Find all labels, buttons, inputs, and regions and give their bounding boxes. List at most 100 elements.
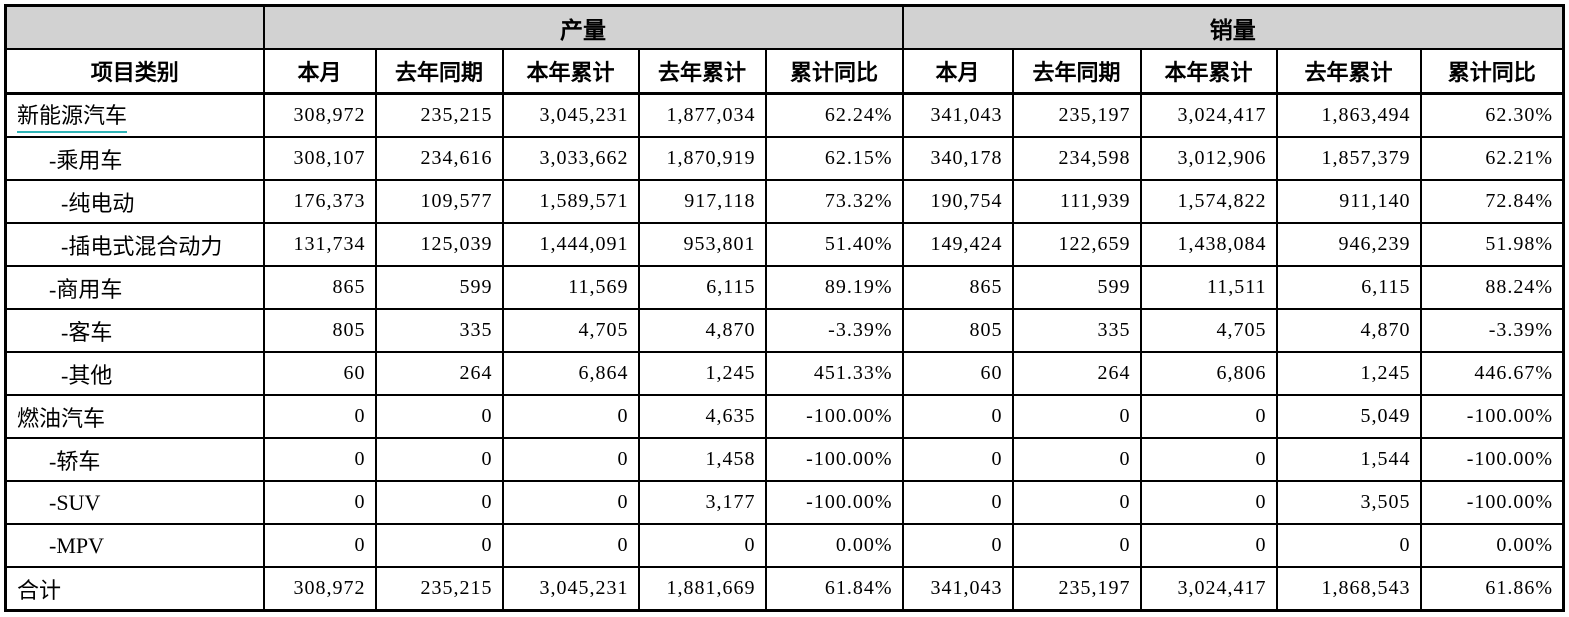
production-value-cell: 176,373 [262,179,377,224]
production-value-cell: 0.00% [764,523,904,568]
sales-value-cell: 911,140 [1275,179,1422,224]
table-body: 新能源汽车 308,972 235,215 3,045,231 1,877,034 62.… [4,92,1565,612]
sales-value-cell: 190,754 [901,179,1014,224]
table-row: -轿车 0 0 0 1,458 -100.00% 0 0 0 1,544 -100.00% [4,437,1565,482]
row-label-cell: 燃油汽车 [4,394,265,439]
production-value-cell: -100.00% [764,394,904,439]
sales-value-cell: 0 [1011,437,1142,482]
production-value-cell: 1,877,034 [637,92,767,138]
production-value-cell: 235,215 [374,566,504,612]
sales-value-cell: 0 [1011,394,1142,439]
sales-value-cell: 61.86% [1419,566,1565,612]
row-label-cell: -插电式混合动力 [4,222,265,267]
sales-value-cell: 335 [1011,308,1142,353]
sales-value-cell: 446.67% [1419,351,1565,396]
sales-value-cell: 0 [901,480,1014,525]
column-header-sales-ytd: 本年累计 [1139,48,1278,95]
sales-value-cell: 0 [901,437,1014,482]
production-value-cell: 1,881,669 [637,566,767,612]
production-value-cell: -100.00% [764,437,904,482]
column-header-prod-ytd: 本年累计 [501,48,640,95]
production-value-cell: 1,589,571 [501,179,640,224]
sales-value-cell: 60 [901,351,1014,396]
sales-value-cell: 0 [1011,523,1142,568]
sales-value-cell: 865 [901,265,1014,310]
row-label-cell: 新能源汽车 [4,92,265,138]
sales-value-cell: 0 [1275,523,1422,568]
row-label-cell: -SUV [4,480,265,525]
sales-value-cell: 3,505 [1275,480,1422,525]
row-label: -轿车 [49,448,101,474]
production-value-cell: 3,045,231 [501,566,640,612]
table-row: -SUV 0 0 0 3,177 -100.00% 0 0 0 3,505 -100.00% [4,480,1565,525]
sales-value-cell: 51.98% [1419,222,1565,267]
sales-value-cell: 341,043 [901,566,1014,612]
sales-value-cell: 1,863,494 [1275,92,1422,138]
production-value-cell: 308,107 [262,136,377,181]
row-label: -插电式混合动力 [61,233,223,259]
sales-value-cell: 805 [901,308,1014,353]
sales-value-cell: 88.24% [1419,265,1565,310]
column-header-prod-yoy: 累计同比 [764,48,904,95]
sales-value-cell: -100.00% [1419,480,1565,525]
production-value-cell: 3,177 [637,480,767,525]
production-value-cell: 51.40% [764,222,904,267]
group-header-sales: 销量 [901,4,1565,50]
sales-value-cell: 149,424 [901,222,1014,267]
sales-value-cell: 3,012,906 [1139,136,1278,181]
column-header-prod-last-year-period: 去年同期 [374,48,504,95]
production-value-cell: 0 [262,394,377,439]
sales-value-cell: 340,178 [901,136,1014,181]
production-value-cell: 4,870 [637,308,767,353]
row-label: -SUV [49,489,101,515]
sales-value-cell: 3,024,417 [1139,92,1278,138]
production-value-cell: 125,039 [374,222,504,267]
group-header-row: 产量 销量 [4,4,1565,50]
sales-value-cell: 62.30% [1419,92,1565,138]
production-value-cell: 865 [262,265,377,310]
column-header-sales-last-year-period: 去年同期 [1011,48,1142,95]
production-value-cell: 73.32% [764,179,904,224]
sales-value-cell: 111,939 [1011,179,1142,224]
production-value-cell: 1,870,919 [637,136,767,181]
sales-value-cell: 72.84% [1419,179,1565,224]
sales-value-cell: 0 [1139,523,1278,568]
production-value-cell: 953,801 [637,222,767,267]
column-header-sales-yoy: 累计同比 [1419,48,1565,95]
production-value-cell: 335 [374,308,504,353]
column-header-prod-last-year-cum: 去年累计 [637,48,767,95]
production-value-cell: 4,635 [637,394,767,439]
table-row: -乘用车 308,107 234,616 3,033,662 1,870,919 62.1… [4,136,1565,181]
production-value-cell: 6,115 [637,265,767,310]
table-row: -客车 805 335 4,705 4,870 -3.39% 805 335 4,705 4,87… [4,308,1565,353]
column-header-row: 项目类别 本月 去年同期 本年累计 去年累计 累计同比 本月 去年同期 本年累计… [4,48,1565,95]
nev-category-link[interactable]: 新能源汽车 [17,98,128,133]
production-value-cell: 0 [637,523,767,568]
production-value-cell: 6,864 [501,351,640,396]
production-value-cell: 0 [501,480,640,525]
production-value-cell: 0 [374,523,504,568]
production-value-cell: 0 [374,394,504,439]
production-value-cell: 109,577 [374,179,504,224]
row-label: -乘用车 [49,147,123,173]
production-value-cell: 61.84% [764,566,904,612]
production-value-cell: 1,245 [637,351,767,396]
production-value-cell: -100.00% [764,480,904,525]
production-value-cell: 599 [374,265,504,310]
production-value-cell: 234,616 [374,136,504,181]
production-value-cell: -3.39% [764,308,904,353]
row-label-cell: -商用车 [4,265,265,310]
sales-value-cell: 0 [1011,480,1142,525]
production-value-cell: 451.33% [764,351,904,396]
production-value-cell: 0 [262,437,377,482]
sales-value-cell: 5,049 [1275,394,1422,439]
production-value-cell: 0 [262,523,377,568]
table-row: 燃油汽车 0 0 0 4,635 -100.00% 0 0 0 5,049 -100.00% [4,394,1565,439]
production-value-cell: 917,118 [637,179,767,224]
table-row: 新能源汽车 308,972 235,215 3,045,231 1,877,034 62.… [4,92,1565,138]
row-label: -纯电动 [61,190,135,216]
row-label-cell: -乘用车 [4,136,265,181]
table-row: -其他 60 264 6,864 1,245 451.33% 60 264 6,806 1,245… [4,351,1565,396]
production-value-cell: 308,972 [262,566,377,612]
production-value-cell: 1,444,091 [501,222,640,267]
